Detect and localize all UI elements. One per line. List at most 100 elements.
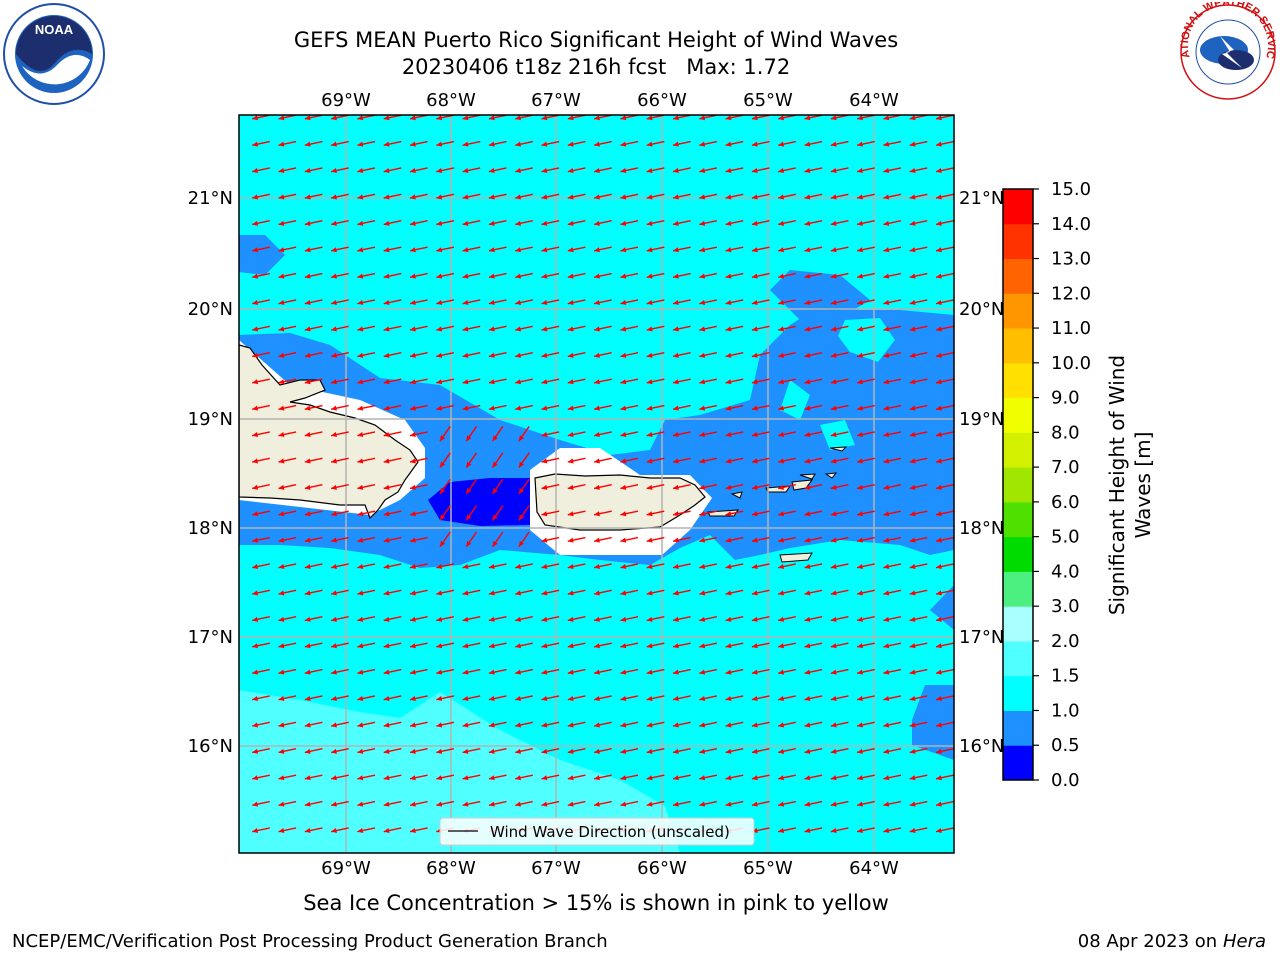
max-value: Max: 1.72 — [686, 55, 791, 79]
wind-arrow-head — [436, 748, 443, 754]
wind-arrow-head — [830, 115, 837, 121]
wind-arrow-head — [462, 669, 469, 675]
footer-credit: NCEP/EMC/Verification Post Processing Pr… — [12, 931, 608, 952]
wind-arrow-head — [620, 511, 627, 517]
wind-arrow-head — [409, 115, 416, 121]
wind-arrow-head — [804, 775, 811, 781]
wind-arrow-head — [409, 775, 416, 781]
wind-arrow-head — [541, 326, 548, 332]
wind-arrow-head — [699, 168, 706, 174]
wind-arrow-head — [488, 801, 495, 807]
wind-arrow-head — [883, 168, 890, 174]
wind-arrow-head — [778, 352, 785, 358]
wind-arrow-head — [699, 379, 706, 385]
wind-arrow-head — [331, 194, 337, 200]
wind-arrow-head — [778, 775, 785, 781]
wind-arrow-head — [357, 722, 364, 728]
wind-arrow-head — [492, 435, 498, 442]
wind-arrow-head — [751, 590, 758, 596]
wind-arrow-head — [515, 115, 522, 121]
wind-arrow-head — [620, 801, 627, 807]
wind-arrow-head — [515, 326, 522, 332]
colorbar-ticks: 0.0 0.5 1.0 1.5 2.0 3.0 4.0 5.0 6.0 7.0 8.0 9.0 10.0… — [1033, 179, 1091, 791]
wind-arrow-head — [751, 273, 758, 279]
wind-arrow-head — [436, 564, 443, 570]
wind-arrow-head — [278, 352, 285, 358]
wind-arrow-head — [357, 352, 364, 358]
wind-arrow-head — [515, 273, 522, 279]
wind-arrow-head — [830, 775, 837, 781]
wind-arrow-head — [909, 511, 916, 517]
wind-arrow-head — [252, 828, 259, 834]
colorbar-tick-label: 13.0 — [1051, 249, 1091, 270]
lat-label: 16°N — [959, 736, 1004, 757]
wind-arrow-head — [804, 194, 811, 200]
colorbar-block — [1003, 258, 1033, 294]
wind-arrow-head — [699, 801, 706, 807]
wave-band-hole-1 — [838, 318, 895, 362]
wind-arrow-head — [409, 141, 416, 147]
wave-band-0.5-1.0-ne — [770, 270, 870, 320]
colorbar-tick-label: 10.0 — [1051, 353, 1091, 374]
wind-arrow-head — [857, 168, 863, 174]
wind-arrow-head — [857, 616, 863, 622]
wind-arrow-head — [488, 273, 495, 279]
colorbar-block — [1003, 571, 1033, 607]
wind-arrow-head — [725, 748, 732, 754]
wind-arrow-head — [409, 300, 416, 306]
colorbar-label: Significant Height of Wind — [1105, 355, 1129, 615]
wind-arrow-head — [304, 616, 311, 622]
wind-arrow-head — [830, 537, 837, 543]
wind-arrow-head — [935, 722, 942, 728]
wind-arrow-head — [357, 300, 364, 306]
wind-arrow-head — [909, 722, 916, 728]
lon-label: 64°W — [849, 90, 899, 111]
wind-arrow-head — [830, 590, 837, 596]
wind-arrow-head — [252, 722, 259, 728]
wind-arrow-head — [252, 432, 259, 438]
wind-arrow-head — [725, 194, 732, 200]
wind-arrow-head — [751, 722, 758, 728]
wind-arrow-head — [883, 352, 890, 358]
wind-arrow-head — [541, 643, 548, 649]
colorbar-block — [1003, 189, 1033, 225]
latitude-labels-right: 21°N 20°N 19°N 18°N 17°N 16°N — [959, 188, 1004, 757]
wind-arrow-head — [357, 247, 364, 253]
wind-arrow-head — [383, 247, 390, 253]
wind-arrow-head — [541, 352, 548, 358]
wind-arrow-head — [567, 722, 574, 728]
wind-arrow-head — [541, 247, 548, 253]
wind-arrow-head — [725, 141, 732, 147]
wind-arrow-head — [804, 247, 811, 253]
wind-arrow-head — [304, 643, 311, 649]
wind-arrow-head — [751, 141, 758, 147]
wind-arrow-head — [439, 488, 446, 494]
wind-arrow-head — [383, 590, 390, 596]
wind-arrow-head — [751, 326, 758, 332]
wind-arrow-head — [935, 300, 942, 306]
wind-arrow-head — [462, 722, 469, 728]
wind-arrow-head — [278, 748, 285, 754]
wind-arrow-head — [804, 326, 811, 332]
wind-arrow-head — [518, 435, 525, 442]
wind-arrow-head — [620, 616, 627, 622]
wind-arrow-head — [304, 696, 311, 702]
wind-arrow-head — [567, 458, 574, 464]
wind-arrow-head — [488, 696, 495, 702]
longitude-labels-bottom: 69°W 68°W 67°W 66°W 65°W 64°W — [321, 858, 899, 879]
wind-arrow-head — [383, 168, 390, 174]
colorbar-tick-label: 4.0 — [1051, 561, 1080, 582]
wind-arrow-head — [488, 168, 495, 174]
wind-arrow-head — [672, 458, 679, 464]
wind-arrow-head — [409, 379, 416, 385]
wind-arrow-head — [462, 326, 469, 332]
wind-arrow-head — [620, 458, 627, 464]
wind-arrow-head — [357, 801, 364, 807]
wind-arrow-head — [778, 405, 785, 411]
wind-arrow-head — [515, 141, 522, 147]
wind-arrow-head — [646, 484, 653, 490]
wind-arrow-head — [594, 564, 600, 570]
wind-arrow-head — [304, 379, 311, 385]
wind-arrow-head — [778, 564, 785, 570]
colorbar-block — [1003, 536, 1033, 572]
